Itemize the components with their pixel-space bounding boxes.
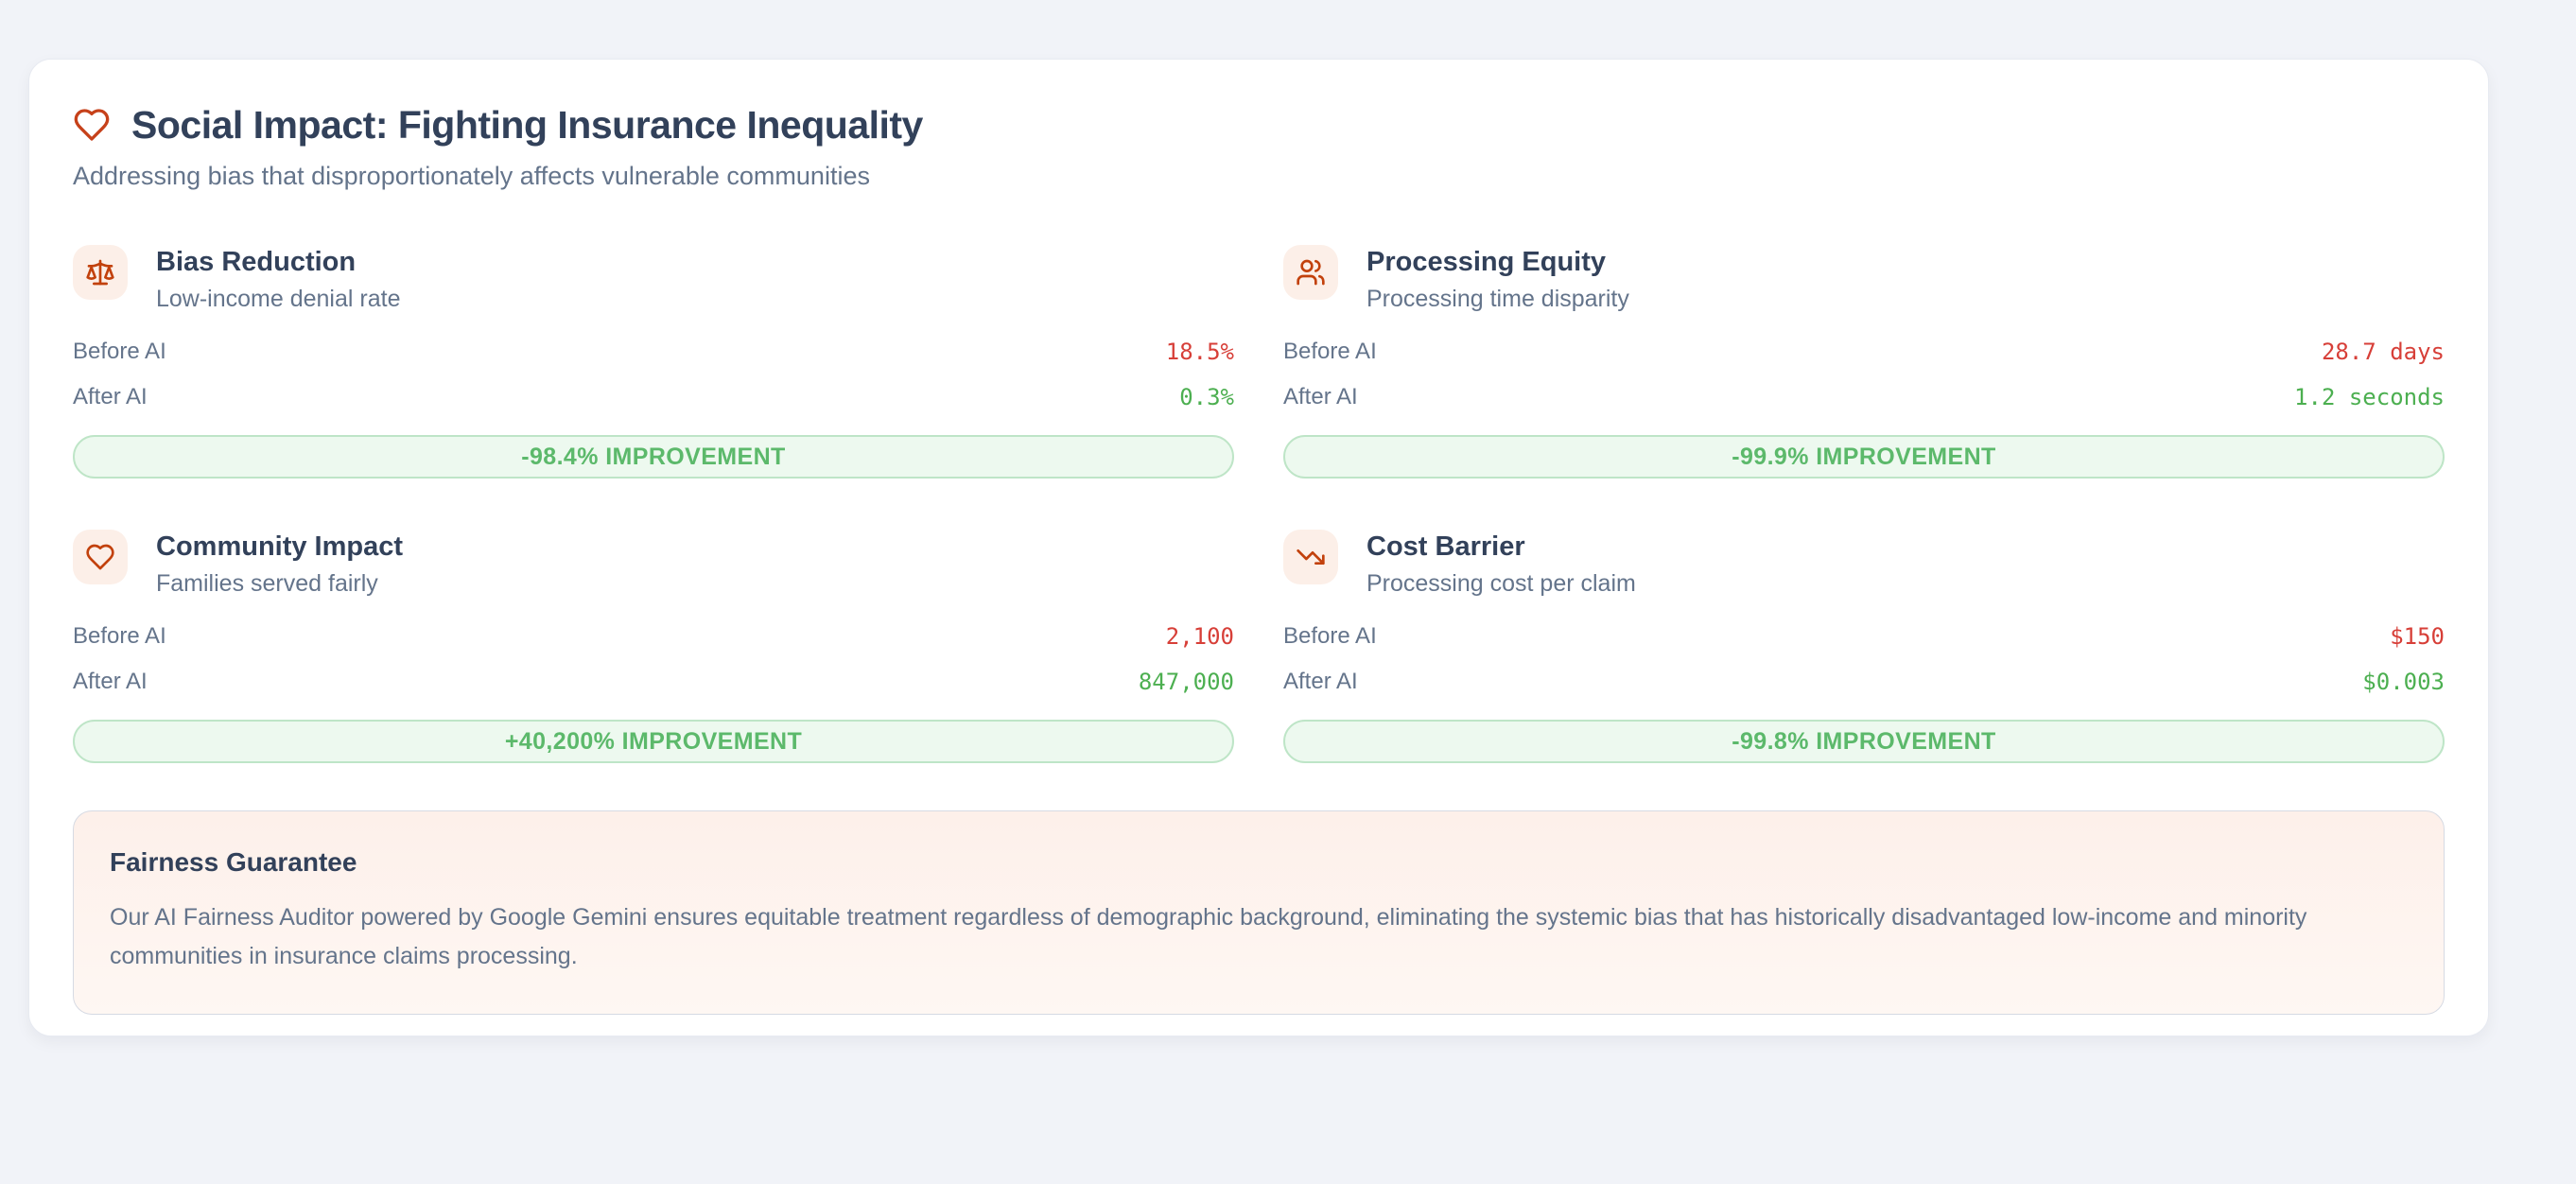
after-label: After AI <box>1283 669 1358 694</box>
before-label: Before AI <box>1283 623 1377 649</box>
improvement-badge: +40,200% IMPROVEMENT <box>73 720 1234 763</box>
after-row: After AI 0.3% <box>73 374 1234 420</box>
page-title: Social Impact: Fighting Insurance Inequa… <box>131 103 923 147</box>
before-value: 28.7 days <box>2321 339 2445 365</box>
after-row: After AI 1.2 seconds <box>1283 374 2445 420</box>
page-subtitle: Addressing bias that disproportionately … <box>73 162 870 190</box>
after-label: After AI <box>1283 384 1358 409</box>
before-value: $150 <box>2390 623 2445 650</box>
metric-subtitle: Families served fairly <box>156 570 378 597</box>
social-impact-panel: Social Impact: Fighting Insurance Inequa… <box>28 59 2489 1036</box>
metric-title: Cost Barrier <box>1366 531 1525 562</box>
after-value: 1.2 seconds <box>2294 384 2445 410</box>
before-value: 18.5% <box>1165 339 1234 365</box>
metrics-grid: Bias Reduction Low-income denial rate Be… <box>73 245 2445 763</box>
before-label: Before AI <box>73 623 166 649</box>
after-value: $0.003 <box>2362 669 2445 695</box>
metric-card-cost-barrier: Cost Barrier Processing cost per claim B… <box>1283 530 2445 763</box>
fairness-guarantee-callout: Fairness Guarantee Our AI Fairness Audit… <box>73 810 2445 1015</box>
metric-title: Processing Equity <box>1366 247 1607 277</box>
before-value: 2,100 <box>1165 623 1234 650</box>
before-row: Before AI 2,100 <box>73 614 1234 659</box>
metric-subtitle: Processing cost per claim <box>1366 570 1636 597</box>
after-value: 0.3% <box>1179 384 1234 410</box>
after-row: After AI $0.003 <box>1283 659 2445 705</box>
before-row: Before AI $150 <box>1283 614 2445 659</box>
metric-card-community-impact: Community Impact Families served fairly … <box>73 530 1234 763</box>
metric-card-processing-equity: Processing Equity Processing time dispar… <box>1283 245 2445 479</box>
scale-icon <box>73 245 128 300</box>
metric-subtitle: Processing time disparity <box>1366 286 1629 312</box>
after-row: After AI 847,000 <box>73 659 1234 705</box>
heart-icon <box>73 530 128 584</box>
panel-header: Social Impact: Fighting Insurance Inequa… <box>73 101 2445 192</box>
improvement-badge: -98.4% IMPROVEMENT <box>73 435 1234 479</box>
users-icon <box>1283 245 1338 300</box>
metric-title: Bias Reduction <box>156 247 357 277</box>
improvement-badge: -99.8% IMPROVEMENT <box>1283 720 2445 763</box>
after-label: After AI <box>73 669 148 694</box>
before-row: Before AI 18.5% <box>73 329 1234 374</box>
before-label: Before AI <box>73 339 166 364</box>
metric-subtitle: Low-income denial rate <box>156 286 401 312</box>
before-row: Before AI 28.7 days <box>1283 329 2445 374</box>
before-label: Before AI <box>1283 339 1377 364</box>
fairness-body: Our AI Fairness Auditor powered by Googl… <box>110 904 2307 969</box>
metric-card-bias-reduction: Bias Reduction Low-income denial rate Be… <box>73 245 1234 479</box>
trending-down-icon <box>1283 530 1338 584</box>
after-label: After AI <box>73 384 148 409</box>
fairness-title: Fairness Guarantee <box>110 847 357 877</box>
metric-title: Community Impact <box>156 531 404 562</box>
improvement-badge: -99.9% IMPROVEMENT <box>1283 435 2445 479</box>
heart-icon <box>73 106 111 144</box>
after-value: 847,000 <box>1138 669 1234 695</box>
